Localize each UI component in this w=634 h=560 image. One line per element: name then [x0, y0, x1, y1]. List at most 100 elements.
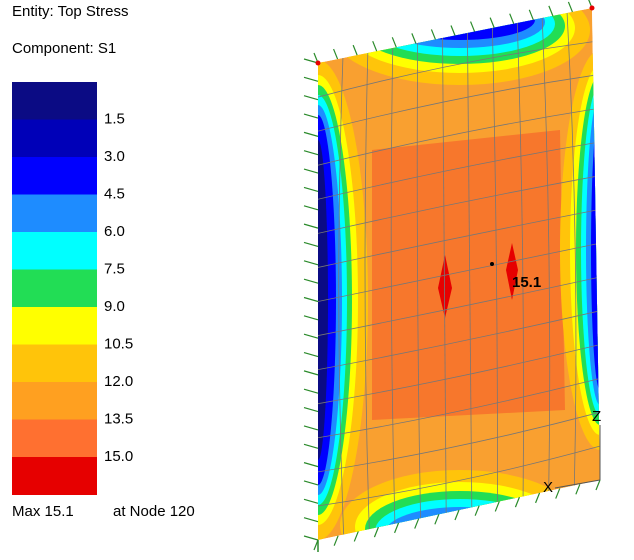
support — [303, 315, 319, 321]
legend-label: 13.5 — [104, 410, 133, 427]
support — [352, 44, 358, 56]
support — [489, 17, 495, 28]
support — [303, 517, 319, 523]
legend-label: 9.0 — [104, 298, 125, 315]
mesh-line — [318, 277, 597, 336]
support — [303, 388, 319, 394]
legend-swatch — [12, 119, 97, 158]
support — [535, 492, 541, 504]
supports — [303, 0, 601, 552]
node-marker — [490, 262, 494, 266]
support — [303, 480, 319, 486]
legend-swatch — [12, 269, 97, 308]
support — [303, 223, 319, 229]
component-label: Component: S1 — [12, 40, 116, 57]
corner-node — [315, 60, 321, 66]
legend-swatch — [12, 457, 97, 495]
support — [372, 40, 378, 52]
legend-swatch — [12, 232, 97, 270]
mesh-line — [541, 17, 551, 491]
support — [303, 498, 319, 504]
mesh-line — [338, 57, 345, 535]
support — [303, 260, 319, 266]
legend: 1.5 3.0 4.5 6.0 7.5 9.0 10.5 12.0 13.5 15.0 — [12, 82, 133, 495]
right-band — [560, 50, 600, 450]
support — [303, 333, 319, 339]
support — [373, 526, 379, 538]
support — [575, 484, 581, 495]
mesh-line — [318, 311, 598, 371]
mesh-line — [318, 344, 598, 405]
support — [434, 514, 440, 525]
legend-label: 10.5 — [104, 335, 133, 352]
support — [528, 9, 534, 21]
support — [303, 443, 319, 449]
contour-plot — [318, 8, 600, 540]
support — [303, 205, 319, 211]
mesh-line — [318, 108, 594, 166]
left-band — [318, 60, 368, 540]
legend-swatch — [12, 194, 97, 233]
support — [411, 33, 417, 44]
mesh-line — [318, 378, 599, 439]
support — [303, 407, 319, 413]
support — [567, 1, 573, 13]
legend-label: 3.0 — [104, 148, 125, 165]
support — [303, 76, 319, 82]
legend-label: 4.5 — [104, 185, 125, 202]
mesh-line — [318, 243, 597, 302]
legend-label: 7.5 — [104, 260, 125, 277]
support — [303, 370, 319, 376]
support — [394, 522, 400, 534]
support — [474, 505, 480, 516]
mesh-line — [318, 209, 596, 268]
legend-swatch — [12, 344, 97, 383]
support — [470, 21, 476, 32]
entity-label: Entity: Top Stress — [12, 3, 128, 20]
legend-label: 12.0 — [104, 373, 133, 390]
support — [494, 501, 500, 512]
mesh-line — [364, 52, 370, 530]
mesh-line — [318, 445, 600, 507]
max-zone — [506, 243, 518, 300]
support — [303, 95, 319, 101]
contour-zone — [372, 130, 565, 420]
support — [303, 425, 319, 431]
support — [430, 29, 436, 40]
support — [353, 531, 359, 542]
max-value-label: 15.1 — [512, 274, 541, 291]
support — [303, 131, 319, 137]
support — [303, 462, 319, 468]
support — [303, 278, 319, 284]
support — [595, 479, 601, 491]
mesh-line — [318, 75, 594, 132]
support — [391, 37, 397, 48]
node-label: at Node 120 — [113, 503, 195, 520]
axis-x-label: X — [543, 479, 553, 496]
mesh-line — [566, 12, 577, 486]
support — [303, 351, 319, 358]
support — [303, 168, 319, 174]
support — [450, 25, 456, 36]
axis-z-label: Z — [592, 408, 601, 425]
legend-swatch — [12, 307, 97, 345]
support — [303, 535, 319, 541]
support — [333, 535, 339, 546]
max-zone — [438, 255, 452, 318]
legend-swatch — [12, 419, 97, 458]
support — [548, 5, 554, 17]
mesh-line — [318, 41, 593, 98]
mesh — [318, 12, 600, 535]
legend-swatch — [12, 157, 97, 195]
mesh-line — [318, 412, 599, 473]
legend-swatch — [12, 382, 97, 420]
legend-swatch — [12, 82, 97, 120]
support — [303, 296, 319, 303]
support — [333, 48, 339, 60]
mesh-line — [318, 142, 595, 200]
support — [514, 496, 520, 508]
support — [414, 518, 420, 529]
axis-line — [554, 479, 601, 489]
